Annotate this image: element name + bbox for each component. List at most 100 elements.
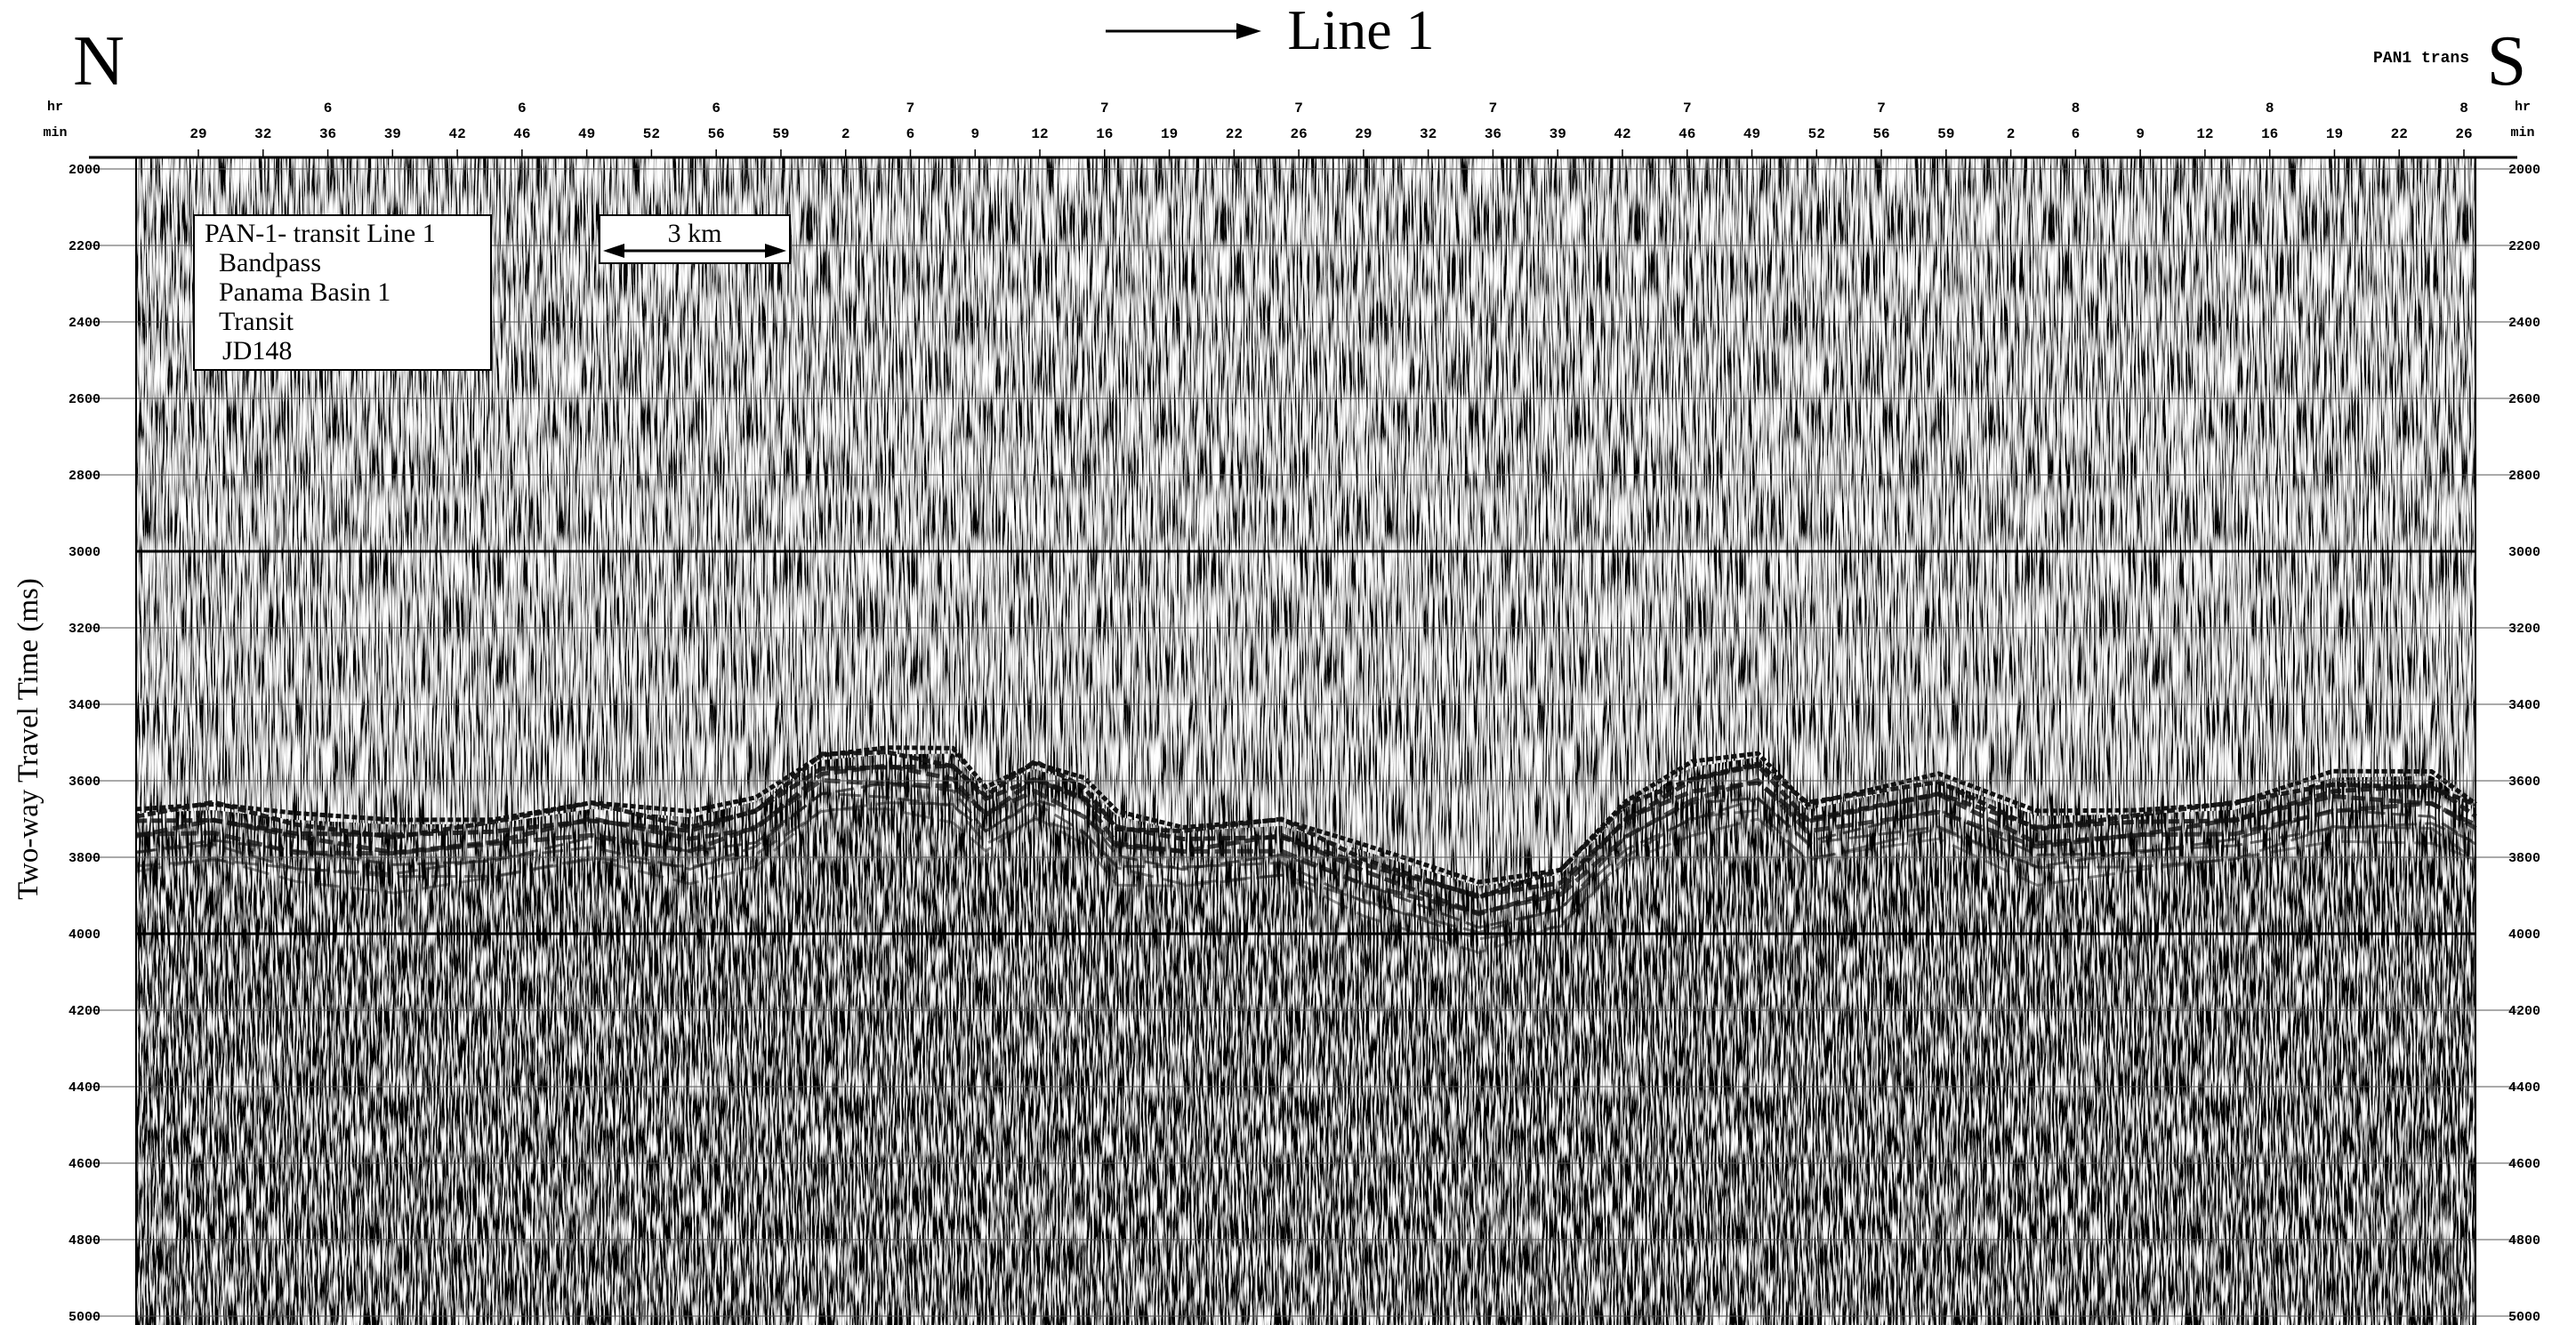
- grid: [91, 168, 2519, 1317]
- scale-arrowheads: [603, 244, 786, 258]
- reflector: [136, 781, 2477, 929]
- hour-label: 7: [1294, 100, 1303, 116]
- minute-label: 29: [1355, 126, 1372, 142]
- y-tick-label: 5000: [2508, 1310, 2540, 1325]
- minute-label: 42: [1614, 126, 1630, 142]
- minute-label: 9: [2136, 126, 2145, 142]
- minute-label: 39: [384, 126, 401, 142]
- minute-label: 16: [2261, 126, 2278, 142]
- legend-line: Bandpass: [219, 248, 321, 277]
- hour-label: 6: [324, 100, 333, 116]
- direction-arrowhead: [1236, 23, 1261, 39]
- hour-label: 8: [2459, 100, 2468, 116]
- scale-label: 3 km: [668, 219, 722, 248]
- y-tick-label: 2000: [2508, 163, 2540, 178]
- minute-axis-label: min: [43, 125, 67, 141]
- minute-label: 36: [319, 126, 336, 142]
- y-tick-label: 2800: [68, 469, 101, 484]
- minute-label: 26: [2455, 126, 2472, 142]
- y-tick-label: 3400: [2508, 698, 2540, 713]
- legend-line: PAN-1- transit Line 1: [205, 219, 436, 248]
- y-tick-label: 2400: [68, 316, 101, 331]
- minute-label: 22: [2391, 126, 2408, 142]
- y-tick-label: 4000: [68, 928, 101, 943]
- minute-label: 12: [2196, 126, 2213, 142]
- minute-label: 19: [2326, 126, 2343, 142]
- scale-box: [599, 214, 791, 264]
- y-tick-label: 2600: [68, 392, 101, 407]
- hour-label: 7: [1100, 100, 1109, 116]
- y-tick-label: 4800: [68, 1233, 101, 1249]
- y-axis-label: Two-way Travel Time (ms): [12, 578, 44, 900]
- minute-label: 56: [1872, 126, 1889, 142]
- y-tick-label: 4400: [68, 1080, 101, 1096]
- minute-label: 32: [1420, 126, 1437, 142]
- y-tick-label: 3600: [2508, 775, 2540, 790]
- minute-label: 2: [841, 126, 850, 142]
- y-tick-label: 3200: [68, 622, 101, 637]
- y-tick-label: 3200: [2508, 622, 2540, 637]
- tag: PAN1 trans: [2373, 50, 2469, 68]
- minute-label: 59: [1937, 126, 1954, 142]
- minute-label: 56: [708, 126, 725, 142]
- y-tick-label: 3000: [68, 545, 101, 560]
- y-tick-label: 2200: [68, 239, 101, 254]
- y-tick-label: 2000: [68, 163, 101, 178]
- hour-label: 6: [518, 100, 527, 116]
- hour-label: 8: [2072, 100, 2081, 116]
- minute-label: 29: [189, 126, 206, 142]
- y-tick-label: 3800: [2508, 851, 2540, 866]
- y-tick-label: 4800: [2508, 1233, 2540, 1249]
- minute-label: 22: [1226, 126, 1243, 142]
- north-label: N: [73, 22, 125, 100]
- legend-box: [193, 214, 492, 371]
- minute-label: 32: [254, 126, 271, 142]
- y-tick-label: 4200: [68, 1004, 101, 1019]
- minute-label: 36: [1485, 126, 1501, 142]
- minute-label: 16: [1096, 126, 1113, 142]
- y-tick-label: 4600: [2508, 1157, 2540, 1172]
- y-tick-label: 2800: [2508, 469, 2540, 484]
- y-tick-label: 3400: [68, 698, 101, 713]
- hour-label: 7: [1683, 100, 1692, 116]
- y-tick-label: 4400: [2508, 1080, 2540, 1096]
- reflector: [136, 777, 2477, 915]
- minute-label: 19: [1161, 126, 1178, 142]
- minute-label: 59: [772, 126, 789, 142]
- hour-label: 7: [1489, 100, 1498, 116]
- y-tick-label: 2400: [2508, 316, 2540, 331]
- minute-axis-label: min: [2510, 125, 2534, 141]
- minute-label: 49: [578, 126, 595, 142]
- hour-label: 6: [712, 100, 720, 116]
- hour-axis-label: hr: [2515, 100, 2531, 115]
- y-tick-label: 3800: [68, 851, 101, 866]
- y-tick-label: 4600: [68, 1157, 101, 1172]
- minute-label: 6: [2072, 126, 2081, 142]
- minute-label: 6: [906, 126, 915, 142]
- legend-line: JD148: [222, 336, 292, 365]
- reflector: [136, 801, 2477, 941]
- hour-label: 8: [2266, 100, 2274, 116]
- hour-axis-label: hr: [47, 100, 63, 115]
- reflector: [136, 762, 2477, 898]
- minute-label: 52: [1808, 126, 1825, 142]
- reflector: [136, 807, 2476, 954]
- title: Line 1: [1287, 0, 1434, 61]
- y-tick-label: 2200: [2508, 239, 2540, 254]
- minute-label: 42: [448, 126, 465, 142]
- legend: PAN-1- transit Line 1 Bandpass Panama Ba…: [193, 214, 492, 371]
- y-tick-label: 5000: [68, 1310, 101, 1325]
- y-tick-label: 4200: [2508, 1004, 2540, 1019]
- minute-label: 46: [513, 126, 530, 142]
- hour-label: 7: [1877, 100, 1886, 116]
- axes: 2000 2000 2200 2200 2400 2400 2600 2600 2800 2800…: [68, 100, 2540, 1325]
- minute-label: 2: [2007, 126, 2016, 142]
- legend-line: Panama Basin 1: [219, 277, 390, 307]
- y-tick-label: 3600: [68, 775, 101, 790]
- scale-bar: 3 km: [599, 214, 791, 264]
- minute-label: 26: [1291, 126, 1308, 142]
- y-tick-label: 3000: [2508, 545, 2540, 560]
- y-tick-label: 2600: [2508, 392, 2540, 407]
